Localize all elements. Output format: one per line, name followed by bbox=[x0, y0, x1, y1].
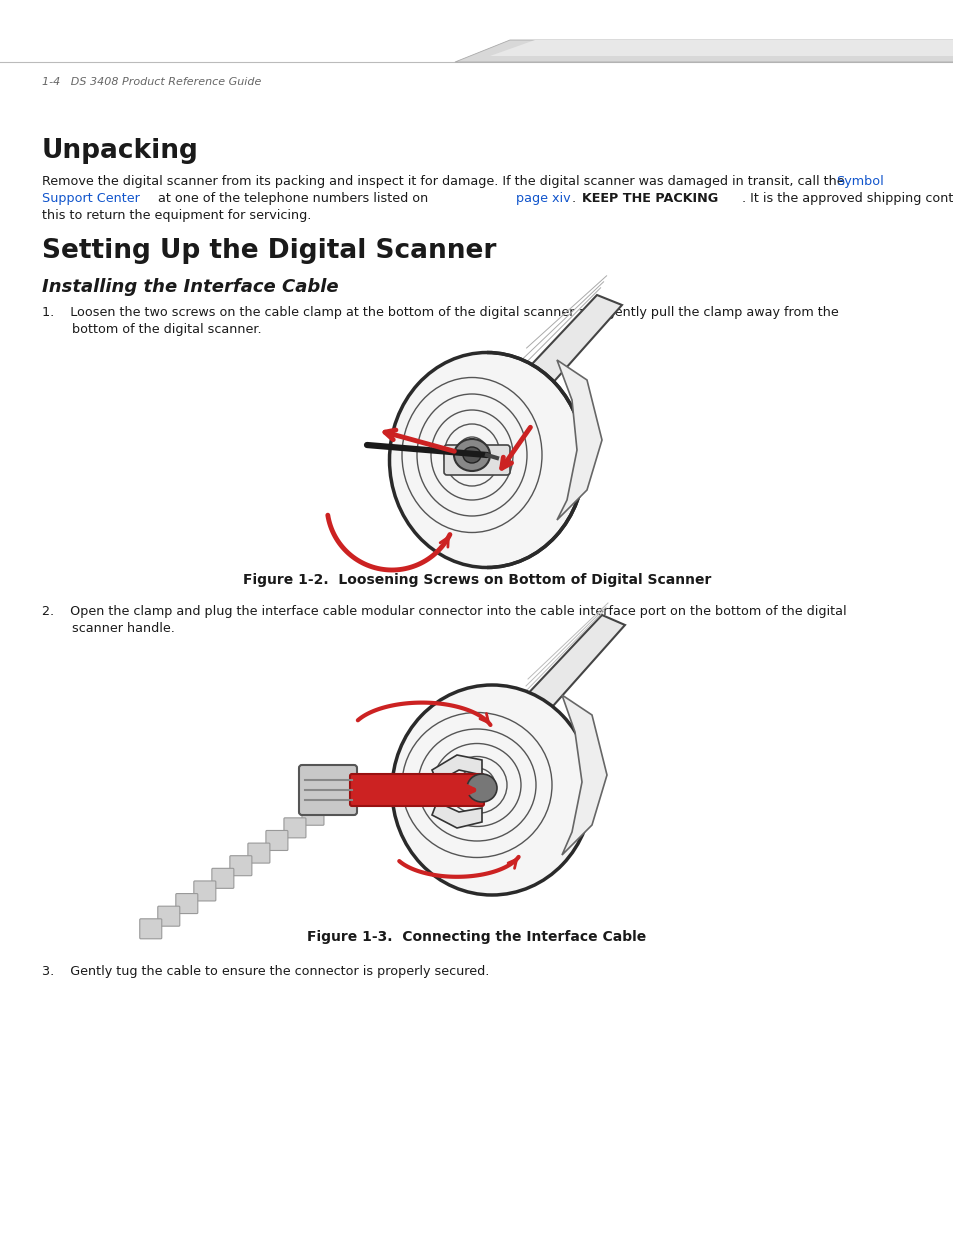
FancyBboxPatch shape bbox=[212, 868, 233, 888]
Text: bottom of the digital scanner.: bottom of the digital scanner. bbox=[71, 324, 261, 336]
Ellipse shape bbox=[462, 447, 480, 463]
FancyBboxPatch shape bbox=[230, 856, 252, 876]
FancyBboxPatch shape bbox=[319, 793, 341, 813]
Ellipse shape bbox=[454, 438, 490, 471]
FancyBboxPatch shape bbox=[140, 919, 162, 939]
FancyBboxPatch shape bbox=[298, 764, 356, 815]
FancyBboxPatch shape bbox=[302, 805, 324, 825]
Polygon shape bbox=[490, 40, 953, 56]
Polygon shape bbox=[561, 695, 606, 855]
Text: Figure 1-3.  Connecting the Interface Cable: Figure 1-3. Connecting the Interface Cab… bbox=[307, 930, 646, 944]
Text: Figure 1-2.  Loosening Screws on Bottom of Digital Scanner: Figure 1-2. Loosening Screws on Bottom o… bbox=[243, 573, 710, 587]
Text: 1.    Loosen the two screws on the cable clamp at the bottom of the digital scan: 1. Loosen the two screws on the cable cl… bbox=[42, 306, 838, 319]
Ellipse shape bbox=[389, 352, 584, 568]
FancyBboxPatch shape bbox=[443, 445, 510, 475]
Text: 3.    Gently tug the cable to ensure the connector is properly secured.: 3. Gently tug the cable to ensure the co… bbox=[42, 965, 489, 978]
Text: Symbol: Symbol bbox=[835, 175, 882, 188]
Polygon shape bbox=[521, 615, 624, 715]
Polygon shape bbox=[455, 40, 953, 62]
Text: Setting Up the Digital Scanner: Setting Up the Digital Scanner bbox=[42, 238, 496, 264]
Text: page xiv: page xiv bbox=[516, 191, 570, 205]
Text: 1-4   DS 3408 Product Reference Guide: 1-4 DS 3408 Product Reference Guide bbox=[42, 77, 261, 86]
Text: Unpacking: Unpacking bbox=[42, 138, 198, 164]
Polygon shape bbox=[517, 295, 621, 395]
Text: 2.    Open the clamp and plug the interface cable modular connector into the cab: 2. Open the clamp and plug the interface… bbox=[42, 605, 845, 618]
FancyBboxPatch shape bbox=[350, 774, 483, 806]
Text: this to return the equipment for servicing.: this to return the equipment for servici… bbox=[42, 209, 311, 222]
FancyBboxPatch shape bbox=[266, 830, 288, 851]
Polygon shape bbox=[557, 359, 601, 520]
FancyBboxPatch shape bbox=[157, 906, 179, 926]
Ellipse shape bbox=[467, 774, 497, 802]
FancyBboxPatch shape bbox=[193, 881, 215, 902]
Polygon shape bbox=[432, 802, 481, 827]
Text: .: . bbox=[572, 191, 579, 205]
Text: Remove the digital scanner from its packing and inspect it for damage. If the di: Remove the digital scanner from its pack… bbox=[42, 175, 848, 188]
FancyBboxPatch shape bbox=[248, 844, 270, 863]
Text: scanner handle.: scanner handle. bbox=[71, 622, 174, 635]
FancyBboxPatch shape bbox=[284, 818, 306, 837]
Text: . It is the approved shipping container; use: . It is the approved shipping container;… bbox=[741, 191, 953, 205]
Text: Support Center: Support Center bbox=[42, 191, 140, 205]
FancyBboxPatch shape bbox=[337, 781, 359, 800]
Text: at one of the telephone numbers listed on: at one of the telephone numbers listed o… bbox=[153, 191, 432, 205]
Text: Installing the Interface Cable: Installing the Interface Cable bbox=[42, 278, 338, 296]
Polygon shape bbox=[432, 755, 481, 782]
FancyBboxPatch shape bbox=[175, 894, 197, 914]
Ellipse shape bbox=[392, 685, 592, 895]
Text: KEEP THE PACKING: KEEP THE PACKING bbox=[581, 191, 718, 205]
